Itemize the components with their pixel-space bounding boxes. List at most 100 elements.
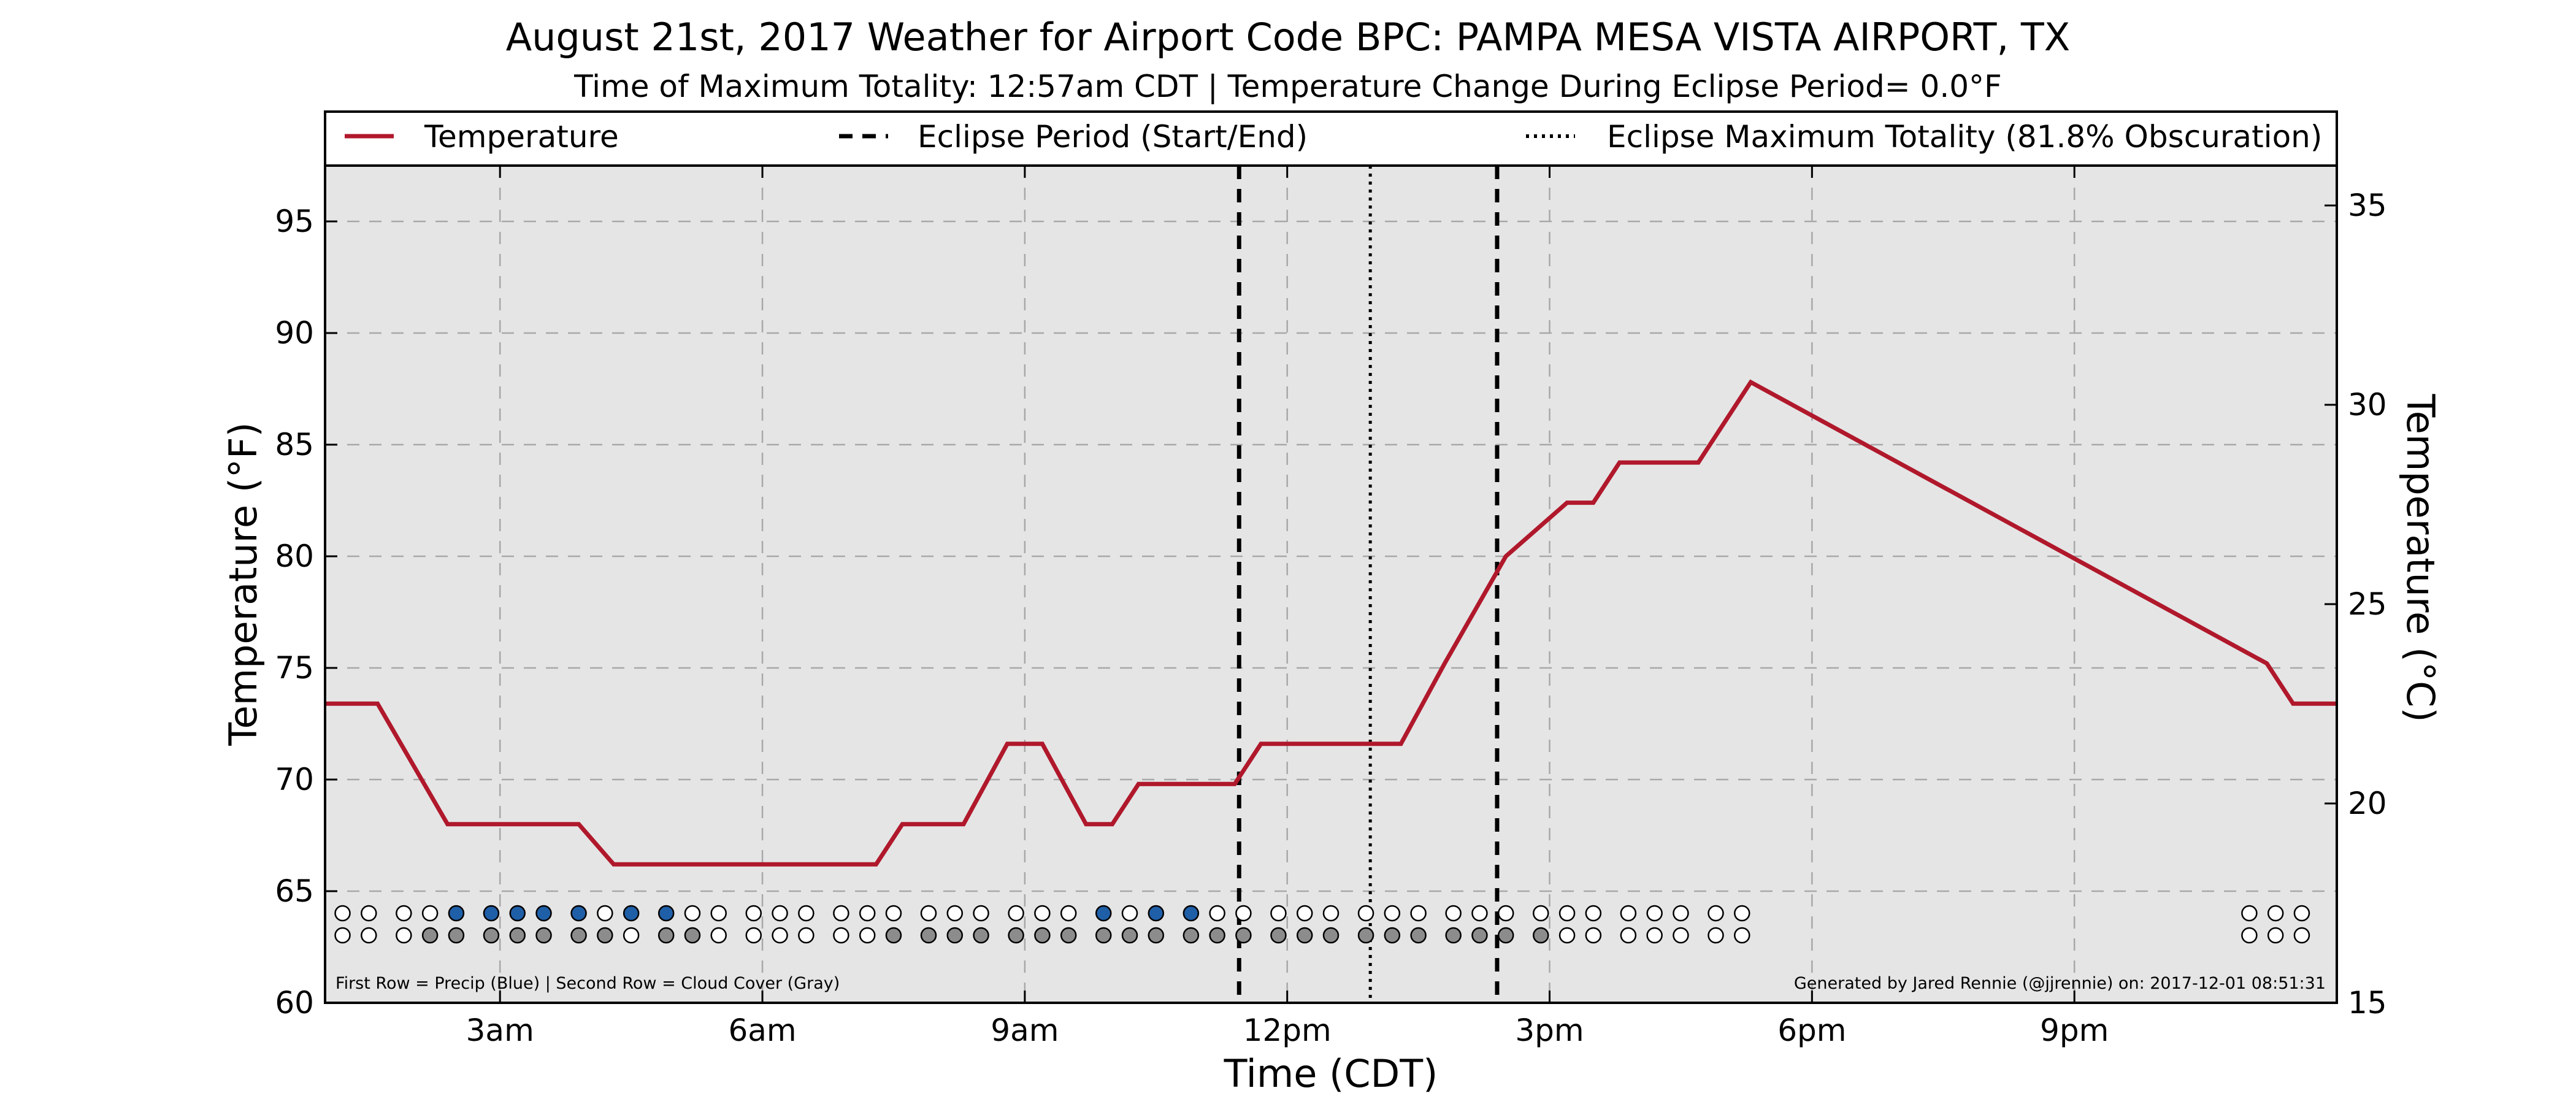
precip-dot: [1060, 905, 1077, 922]
cloud-dot: [1095, 927, 1112, 944]
y-tick-label: 75: [275, 650, 314, 686]
precip-dot: [1558, 905, 1576, 922]
cloud-dot: [1357, 927, 1374, 944]
cloud-dot: [1620, 927, 1637, 944]
cloud-dot: [623, 927, 640, 944]
y-axis-label-right: Temperature (°C): [2398, 393, 2443, 722]
precip-dot: [421, 905, 439, 922]
precip-dot: [1095, 905, 1112, 922]
precip-dot: [1646, 905, 1663, 922]
legend-box: [324, 110, 2338, 167]
y-right-tick-label: 20: [2348, 786, 2387, 821]
precip-dot: [1445, 905, 1462, 922]
cloud-dot: [1445, 927, 1462, 944]
precip-dot: [1585, 905, 1602, 922]
y-tick-label: 85: [275, 427, 314, 462]
precip-dot: [1620, 905, 1637, 922]
cloud-dot: [1183, 927, 1200, 944]
y-tick-label: 70: [275, 762, 314, 797]
precip-dot: [1121, 905, 1138, 922]
plot-area: [325, 166, 2337, 1003]
precip-dot: [570, 905, 587, 922]
cloud-dot: [361, 927, 377, 944]
cloud-dot: [920, 927, 937, 944]
cloud-dot: [1209, 927, 1225, 944]
precip-dot: [509, 905, 526, 922]
x-axis-label: Time (CDT): [1224, 1051, 1438, 1096]
cloud-dot: [1471, 927, 1488, 944]
precip-dot: [885, 905, 902, 922]
temperature-line: [325, 379, 2337, 867]
x-tick-label: 9pm: [2040, 1013, 2109, 1048]
cloud-dot: [772, 927, 788, 944]
chart-title: August 21st, 2017 Weather for Airport Co…: [506, 15, 2071, 59]
cloud-dot: [1558, 927, 1576, 944]
cloud-dot: [2241, 927, 2258, 944]
precip-dot: [745, 905, 762, 922]
precip-dot: [1183, 905, 1200, 922]
precip-dot: [1497, 905, 1514, 922]
y-tick-label: 95: [275, 204, 314, 239]
cloud-dot: [946, 927, 964, 944]
precip-dot: [1148, 905, 1165, 922]
precip-dot: [1410, 905, 1427, 922]
precip-dot: [1322, 905, 1340, 922]
legend: Temperature Eclipse Period (Start/End) E…: [324, 110, 2338, 167]
precip-dot: [2241, 905, 2258, 922]
legend-label-temperature: Temperature: [424, 119, 619, 155]
precip-dot: [1708, 905, 1724, 922]
cloud-dot: [448, 927, 465, 944]
precip-dot: [535, 905, 552, 922]
precip-dot: [684, 905, 701, 922]
cloud-dot: [1121, 927, 1138, 944]
precip-dot: [1673, 905, 1689, 922]
cloud-dot: [570, 927, 587, 944]
precip-dot: [334, 905, 351, 922]
cloud-dot: [1322, 927, 1340, 944]
cloud-dot: [1008, 927, 1024, 944]
precip-dot: [859, 905, 876, 922]
x-tick-label: 3pm: [1515, 1013, 1584, 1048]
cloud-dot: [2267, 927, 2284, 944]
cloud-dot: [745, 927, 762, 944]
cloud-dot: [973, 927, 989, 944]
cloud-dot: [1296, 927, 1313, 944]
cloud-dot: [1060, 927, 1077, 944]
cloud-dot: [798, 927, 815, 944]
precip-dot: [1270, 905, 1287, 922]
precip-dot: [772, 905, 788, 922]
precip-dot: [710, 905, 727, 922]
y-right-tick-label: 30: [2348, 387, 2387, 423]
precip-dot: [1384, 905, 1401, 922]
y-tick-label: 90: [275, 315, 314, 351]
precip-dot: [1734, 905, 1750, 922]
cloud-dot: [535, 927, 552, 944]
x-tick-label: 6pm: [1777, 1013, 1846, 1048]
y-tick-label: 65: [275, 873, 314, 909]
precip-dot: [920, 905, 937, 922]
cloud-dot: [1497, 927, 1514, 944]
y-right-tick-label: 35: [2348, 188, 2387, 223]
cloud-dot: [684, 927, 701, 944]
precip-dot: [483, 905, 500, 922]
precip-dot: [1357, 905, 1374, 922]
x-tick-label: 9am: [991, 1013, 1059, 1048]
cloud-dot: [334, 927, 351, 944]
cloud-dot: [1533, 927, 1549, 944]
precip-dot: [1034, 905, 1051, 922]
cloud-dot: [710, 927, 727, 944]
footnote-right: Generated by Jared Rennie (@jjrennie) on…: [1794, 974, 2326, 993]
precip-dot: [1008, 905, 1024, 922]
footnote-left: First Row = Precip (Blue) | Second Row =…: [335, 974, 840, 993]
cloud-dot: [1148, 927, 1165, 944]
cloud-dot: [1270, 927, 1287, 944]
legend-label-eclipse-max: Eclipse Maximum Totality (81.8% Obscurat…: [1607, 119, 2322, 155]
precip-dot: [448, 905, 465, 922]
y-axis-ticks-right: 15 20 25 30 35: [2325, 188, 2387, 1021]
cloud-dot: [1673, 927, 1689, 944]
temperature-series: [325, 379, 2337, 867]
cloud-dot: [421, 927, 439, 944]
y-right-tick-label: 15: [2348, 985, 2387, 1021]
y-axis-ticks-left: 60 65 70 75 80 85 90 95: [275, 204, 337, 1021]
